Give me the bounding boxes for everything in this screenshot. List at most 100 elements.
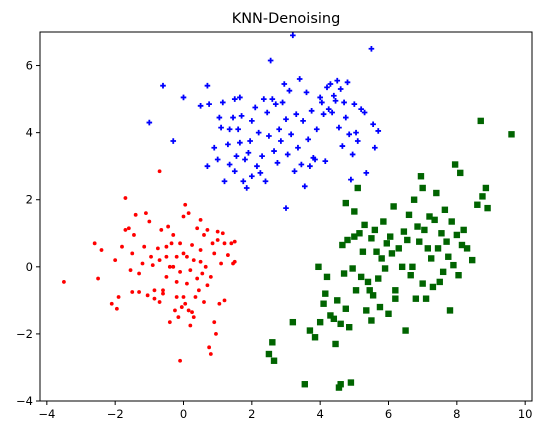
data-point-square: [412, 295, 420, 302]
data-point-dot: [190, 310, 194, 315]
data-point-plus: [231, 96, 238, 102]
data-point-square: [439, 268, 447, 276]
data-point-dot: [208, 352, 213, 356]
data-point-dot: [96, 276, 100, 281]
data-point-square: [375, 275, 382, 282]
data-point-dot: [174, 280, 179, 284]
data-point-square: [451, 161, 459, 168]
data-point-dot: [178, 358, 182, 363]
data-point-dot: [203, 264, 208, 269]
data-point-square: [448, 218, 455, 225]
data-point-square: [356, 230, 363, 237]
data-point-plus: [274, 160, 281, 166]
data-point-square: [410, 196, 418, 203]
data-point-dot: [215, 238, 220, 242]
data-point-dot: [188, 268, 193, 273]
data-point-plus: [341, 99, 347, 106]
data-point-plus: [226, 126, 233, 133]
data-point-square: [469, 256, 476, 264]
data-point-dot: [142, 244, 147, 249]
data-point-square: [417, 173, 425, 180]
data-point-dot: [173, 308, 177, 313]
data-point-dot: [222, 241, 227, 246]
x-tick-label: 0: [180, 407, 187, 421]
data-point-plus: [235, 126, 241, 133]
data-point-square: [445, 253, 452, 260]
data-point-dot: [171, 264, 176, 269]
data-point-square: [339, 241, 346, 249]
x-tick-label: −4: [38, 407, 55, 421]
data-point-square: [376, 303, 384, 311]
data-point-plus: [281, 81, 288, 87]
data-point-plus: [226, 161, 233, 168]
data-point-dot: [152, 288, 157, 293]
data-point-plus: [332, 97, 339, 104]
data-point-plus: [305, 136, 312, 143]
data-point-square: [482, 184, 490, 192]
data-point-plus: [206, 101, 212, 107]
x-tick-label: −2: [107, 407, 124, 421]
data-point-plus: [247, 138, 253, 144]
data-point-square: [323, 273, 331, 281]
data-point-dot: [181, 295, 186, 299]
data-point-plus: [237, 94, 243, 101]
data-point-plus: [363, 170, 370, 176]
data-point-dot: [155, 246, 160, 251]
data-point-plus: [296, 76, 303, 82]
data-point-dot: [186, 308, 191, 313]
data-point-square: [306, 327, 314, 334]
data-point-dot: [99, 248, 104, 252]
data-point-dot: [183, 202, 188, 207]
data-point-plus: [214, 156, 221, 163]
data-point-dot: [188, 323, 193, 328]
data-point-dot: [164, 274, 169, 279]
data-point-dot: [198, 248, 203, 252]
data-point-dot: [181, 251, 186, 256]
data-point-square: [398, 263, 406, 271]
data-point-plus: [284, 151, 291, 158]
data-point-plus: [211, 144, 218, 151]
data-point-square: [269, 339, 276, 346]
data-point-dot: [157, 169, 162, 174]
data-point-plus: [329, 109, 335, 116]
data-point-plus: [278, 138, 284, 144]
data-point-dot: [195, 226, 200, 231]
data-point-square: [301, 381, 308, 388]
data-point-square: [364, 278, 372, 286]
data-point-square: [455, 272, 462, 279]
data-point-square: [409, 263, 416, 271]
data-point-plus: [249, 173, 255, 180]
data-point-square: [342, 305, 349, 312]
data-point-dot: [169, 241, 174, 246]
data-point-dot: [126, 226, 131, 231]
data-point-plus: [249, 118, 255, 124]
data-point-square: [289, 318, 297, 326]
data-point-plus: [245, 149, 252, 156]
data-point-square: [352, 287, 360, 294]
data-point-dot: [167, 320, 172, 325]
data-point-plus: [307, 163, 313, 169]
data-point-square: [381, 265, 389, 272]
data-point-dot: [195, 276, 200, 281]
data-point-plus: [358, 106, 364, 112]
data-point-square: [337, 320, 344, 328]
data-point-plus: [354, 138, 361, 144]
data-point-square: [424, 245, 431, 252]
data-point-square: [349, 265, 356, 272]
data-point-dot: [149, 254, 153, 259]
data-point-plus: [262, 178, 269, 185]
data-point-square: [322, 290, 329, 297]
data-point-square: [354, 184, 361, 192]
data-point-dot: [167, 264, 172, 269]
data-point-dot: [161, 288, 165, 293]
data-point-dot: [109, 301, 114, 306]
data-point-dot: [212, 251, 217, 256]
data-point-square: [265, 350, 273, 358]
data-point-dot: [178, 241, 182, 246]
data-point-plus: [243, 185, 250, 191]
data-point-square: [346, 324, 353, 331]
data-point-plus: [257, 170, 264, 176]
data-point-square: [484, 204, 491, 212]
data-point-dot: [116, 295, 121, 299]
